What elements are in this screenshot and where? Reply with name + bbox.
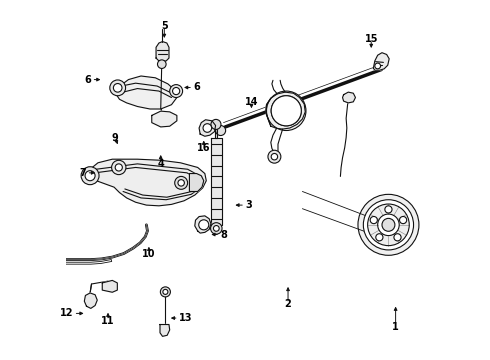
Circle shape — [267, 91, 306, 131]
Text: 13: 13 — [179, 313, 192, 323]
Polygon shape — [160, 324, 170, 336]
Circle shape — [170, 85, 183, 98]
Circle shape — [376, 234, 383, 241]
Text: 6: 6 — [85, 75, 92, 85]
Circle shape — [85, 171, 95, 181]
Circle shape — [364, 200, 414, 250]
Text: 3: 3 — [245, 200, 252, 210]
Text: 1: 1 — [392, 322, 399, 332]
Circle shape — [160, 287, 171, 297]
Circle shape — [358, 194, 419, 255]
Text: 14: 14 — [245, 97, 258, 107]
Polygon shape — [87, 159, 206, 206]
Circle shape — [214, 226, 219, 231]
Polygon shape — [102, 280, 117, 292]
Circle shape — [399, 216, 407, 224]
Text: 16: 16 — [197, 143, 211, 153]
Circle shape — [375, 63, 381, 69]
Polygon shape — [266, 92, 305, 129]
Text: 4: 4 — [157, 159, 164, 169]
Text: 12: 12 — [60, 309, 74, 318]
Text: 11: 11 — [101, 316, 115, 325]
Circle shape — [268, 150, 281, 163]
Circle shape — [211, 223, 222, 234]
Polygon shape — [190, 174, 204, 192]
Circle shape — [382, 219, 395, 231]
Polygon shape — [152, 111, 177, 127]
Circle shape — [175, 176, 188, 189]
Circle shape — [163, 289, 168, 294]
Circle shape — [172, 87, 180, 95]
Text: 15: 15 — [365, 35, 378, 44]
Polygon shape — [215, 127, 218, 138]
Text: 10: 10 — [142, 248, 156, 258]
Circle shape — [178, 180, 184, 186]
Polygon shape — [211, 138, 221, 225]
Text: 9: 9 — [112, 133, 119, 143]
Circle shape — [81, 167, 99, 185]
Text: 8: 8 — [220, 230, 227, 239]
Polygon shape — [199, 120, 216, 136]
Circle shape — [394, 234, 401, 241]
Circle shape — [115, 164, 122, 171]
Circle shape — [378, 214, 399, 235]
Polygon shape — [343, 92, 355, 103]
Circle shape — [211, 120, 221, 130]
Text: 2: 2 — [285, 299, 292, 309]
Polygon shape — [156, 41, 169, 61]
Polygon shape — [116, 76, 177, 109]
Circle shape — [203, 124, 212, 132]
Circle shape — [112, 160, 126, 175]
Circle shape — [271, 96, 301, 126]
Circle shape — [385, 206, 392, 213]
Circle shape — [370, 216, 377, 224]
Circle shape — [271, 96, 301, 126]
Circle shape — [110, 80, 125, 96]
Polygon shape — [84, 293, 97, 309]
Circle shape — [216, 126, 225, 135]
Circle shape — [113, 84, 122, 92]
Text: 7: 7 — [80, 168, 87, 178]
Polygon shape — [373, 53, 389, 70]
Text: 5: 5 — [161, 21, 168, 31]
Text: 6: 6 — [193, 82, 200, 93]
Circle shape — [199, 220, 209, 230]
Circle shape — [157, 60, 166, 68]
Circle shape — [271, 153, 278, 160]
Circle shape — [368, 204, 409, 246]
Polygon shape — [195, 216, 211, 233]
